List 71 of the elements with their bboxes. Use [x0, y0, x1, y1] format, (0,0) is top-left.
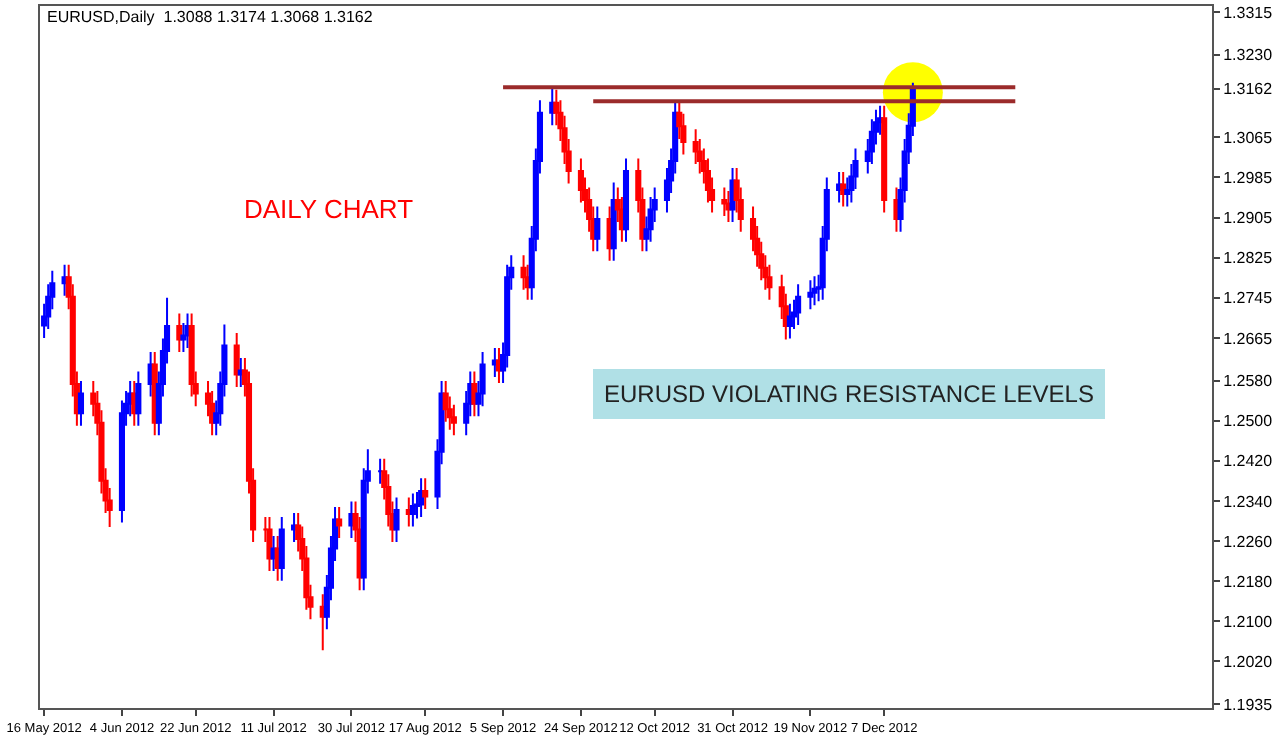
candlestick: [881, 104, 888, 214]
y-tick-label: 1.3230: [1223, 46, 1274, 65]
candlestick: [495, 346, 503, 385]
candlestick: [807, 279, 814, 311]
candlestick: [377, 457, 384, 485]
candlestick: [405, 496, 412, 528]
candlestick: [291, 511, 298, 544]
candlestick: [622, 157, 630, 243]
candlestick: [127, 380, 134, 418]
candlestick: [549, 86, 556, 127]
y-tick-label: 1.2985: [1223, 169, 1274, 188]
y-tick-label: 1.1935: [1223, 695, 1274, 714]
candlestick: [766, 263, 773, 301]
y-tick-label: 1.3065: [1223, 128, 1274, 147]
candlestick: [725, 190, 732, 224]
chart-title: EURUSD,Daily 1.3088 1.3174 1.3068 1.3162: [47, 8, 374, 27]
candlestick: [836, 170, 843, 204]
y-tick-label: 1.2905: [1223, 209, 1274, 228]
y-tick-label: 1.2180: [1223, 572, 1274, 591]
candlestick: [77, 380, 85, 427]
candlestick: [135, 370, 142, 427]
candlestick: [319, 593, 326, 652]
candlestick: [721, 186, 728, 218]
annotation: DAILY CHART: [244, 194, 414, 224]
candlestick: [877, 104, 884, 136]
candlestick: [610, 181, 617, 262]
candlestick: [479, 350, 486, 408]
candlestick: [524, 263, 531, 301]
candlestick: [188, 312, 195, 398]
candlestick: [868, 118, 875, 165]
candlestick: [393, 496, 400, 544]
candlestick: [647, 196, 654, 243]
y-tick-label: 1.2340: [1223, 492, 1274, 511]
candlestick: [840, 170, 847, 208]
candlestick: [422, 477, 429, 510]
candlestick: [893, 186, 900, 233]
y-tick-label: 1.3315: [1223, 3, 1274, 22]
candlestick: [450, 403, 457, 437]
y-tick-label: 1.2020: [1223, 652, 1274, 671]
candlestick: [811, 275, 818, 307]
candlestick: [278, 515, 285, 582]
y-tick-label: 1.2500: [1223, 412, 1274, 431]
candlestick: [61, 263, 68, 297]
candlestick: [409, 492, 416, 528]
candlestick: [692, 128, 699, 165]
y-tick-label: 1.2580: [1223, 372, 1274, 391]
candlestick: [233, 331, 240, 389]
candlestick: [418, 477, 425, 518]
candlestick: [786, 302, 793, 340]
y-tick-label: 1.2745: [1223, 289, 1274, 308]
candlestick: [348, 500, 355, 540]
annotation: EURUSD VIOLATING RESISTANCE LEVELS: [604, 380, 1094, 408]
candlestick: [336, 505, 343, 540]
y-tick-label: 1.2665: [1223, 329, 1274, 348]
candlestick: [180, 321, 187, 353]
y-tick-label: 1.2825: [1223, 249, 1274, 268]
candlestick: [266, 515, 273, 573]
y-tick-label: 1.2260: [1223, 532, 1274, 551]
candlestick: [176, 312, 183, 353]
candlestick: [442, 380, 449, 423]
candlestick: [118, 399, 125, 524]
y-tick-label: 1.2420: [1223, 452, 1274, 471]
candlestick: [237, 357, 244, 389]
candlestick: [270, 535, 277, 573]
candlestick: [795, 283, 802, 326]
candlestick: [471, 370, 478, 418]
candlestick: [491, 346, 498, 379]
y-tick-label: 1.3162: [1223, 80, 1274, 99]
y-tick-label: 1.2100: [1223, 612, 1274, 631]
candlestick: [594, 205, 601, 253]
candlestick: [184, 312, 191, 349]
